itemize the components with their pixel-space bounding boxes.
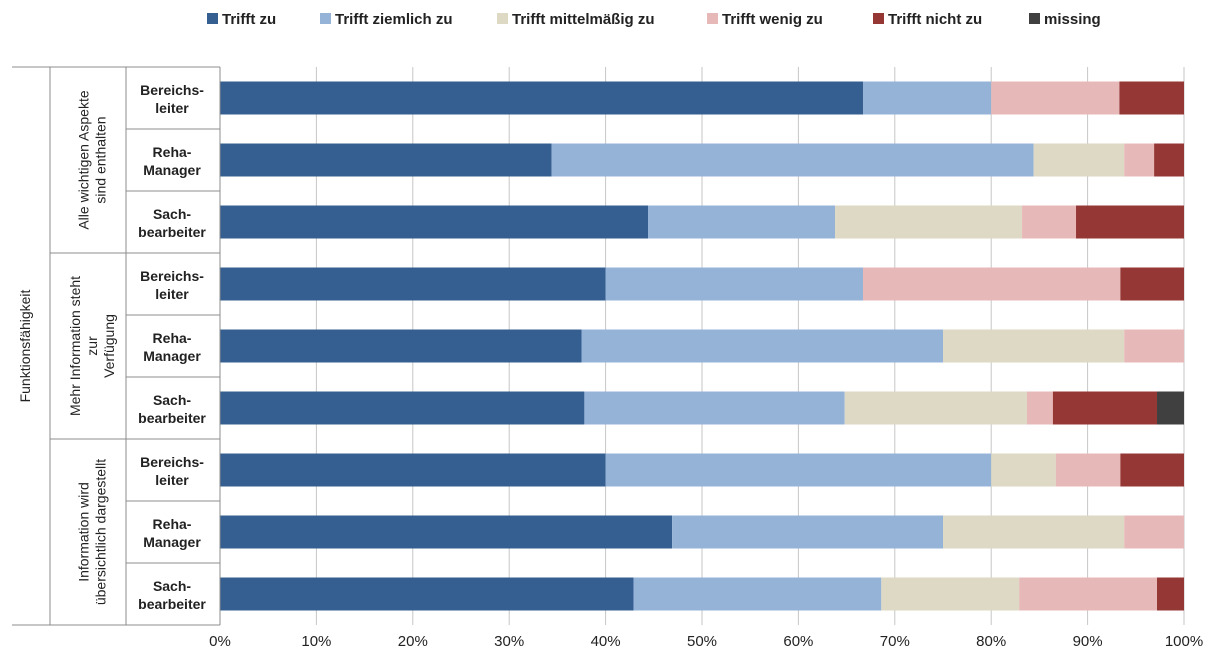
bar-segment [1055, 453, 1121, 487]
legend-swatch [320, 13, 331, 24]
bar-segment [844, 391, 1027, 425]
bar-segment [220, 267, 606, 301]
category-label: Bereichs-leiter [140, 454, 204, 488]
x-tick-label: 90% [1073, 633, 1103, 650]
bar-segment [551, 143, 1034, 177]
bars [220, 81, 1184, 611]
bar-segment [1120, 453, 1184, 487]
category-labels: Bereichs-leiter Reha-Manager Sach-bearbeit… [17, 82, 206, 612]
category-label: Reha-Manager [143, 330, 201, 364]
bar-segment [1124, 515, 1184, 549]
category-label: Sach-bearbeiter [138, 392, 206, 426]
bar-segment [220, 577, 634, 611]
bar-segment [943, 329, 1125, 363]
category-label: Sach-bearbeiter [138, 206, 206, 240]
x-tick-label: 0% [209, 633, 231, 650]
x-tick-label: 80% [976, 633, 1006, 650]
bar-segment [1026, 391, 1053, 425]
x-tick-label: 20% [398, 633, 428, 650]
bar-segment [1157, 577, 1184, 611]
outer-label: Funktionsfähigkeit [17, 289, 33, 402]
legend: Trifft zu Trifft ziemlich zu Trifft mittel… [207, 11, 1101, 28]
bar-segment [862, 81, 992, 115]
x-tick-label: 100% [1165, 633, 1203, 650]
bar-segment [1124, 143, 1155, 177]
bar-segment [1019, 577, 1158, 611]
legend-entry: Trifft ziemlich zu [335, 11, 453, 28]
x-tick-label: 70% [880, 633, 910, 650]
bar-segment [672, 515, 943, 549]
bar-segment [1022, 205, 1077, 239]
legend-entry: Trifft zu [222, 11, 276, 28]
bar-segment [1052, 391, 1158, 425]
category-label: Sach-bearbeiter [138, 578, 206, 612]
bar-segment [1076, 205, 1184, 239]
legend-swatch [1029, 13, 1040, 24]
legend-swatch [497, 13, 508, 24]
legend-swatch [707, 13, 718, 24]
legend-entry: Trifft wenig zu [722, 11, 823, 28]
bar-segment [943, 515, 1125, 549]
bar-segment [1119, 81, 1184, 115]
group-label: Alle wichtigen Aspektesind enthalten [76, 90, 109, 230]
bar-segment [605, 453, 992, 487]
category-label: Bereichs-leiter [140, 82, 204, 116]
legend-swatch [207, 13, 218, 24]
bar-segment [220, 329, 582, 363]
x-tick-label: 40% [591, 633, 621, 650]
bar-segment [584, 391, 845, 425]
category-label: Bereichs-leiter [140, 268, 204, 302]
bar-segment [633, 577, 882, 611]
axis: 0% 10% 20% 30% 40% 50% 60% 70% 80% 90% 100% [12, 66, 1203, 650]
group-label: Mehr Information stehtzurVerfügung [67, 276, 117, 416]
bar-segment [835, 205, 1023, 239]
category-label: Reha-Manager [143, 144, 201, 178]
bar-segment [220, 143, 552, 177]
bar-segment [1124, 329, 1184, 363]
bar-segment [220, 81, 863, 115]
legend-swatch [873, 13, 884, 24]
legend-entry: missing [1044, 11, 1101, 28]
legend-entry: Trifft nicht zu [888, 11, 982, 28]
bar-segment [220, 391, 585, 425]
bar-segment [581, 329, 943, 363]
bar-segment [862, 267, 1121, 301]
bar-segment [991, 81, 1120, 115]
bar-segment [1154, 143, 1184, 177]
bar-segment [605, 267, 863, 301]
category-label: Reha-Manager [143, 516, 201, 550]
bar-segment [1157, 391, 1184, 425]
x-tick-label: 60% [783, 633, 813, 650]
bar-segment [881, 577, 1020, 611]
x-tick-label: 50% [687, 633, 717, 650]
bar-segment [1120, 267, 1184, 301]
x-tick-label: 10% [301, 633, 331, 650]
bar-segment [648, 205, 836, 239]
bar-segment [1033, 143, 1125, 177]
legend-entry: Trifft mittelmäßig zu [512, 11, 655, 28]
bar-segment [220, 453, 606, 487]
bar-segment [220, 205, 649, 239]
bar-segment [220, 515, 673, 549]
x-tick-label: 30% [494, 633, 524, 650]
bar-segment [991, 453, 1056, 487]
group-label: Information wirdübersichtlich dargestell… [76, 459, 109, 605]
